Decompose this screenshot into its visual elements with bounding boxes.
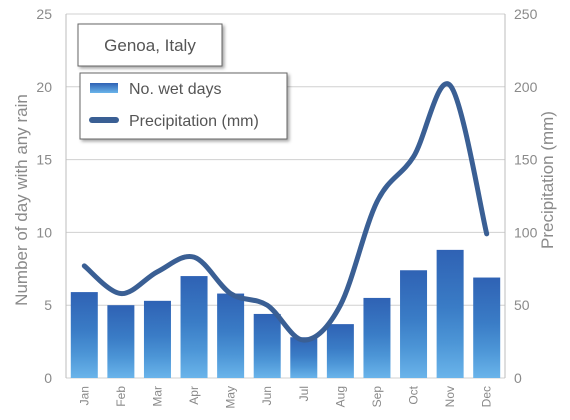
left-axis-ticks: 0 5 10 15 20 25: [36, 6, 52, 386]
x-tick-label: Apr: [187, 386, 201, 405]
legend-swatch-wet-days: [90, 83, 118, 93]
legend: No. wet days Precipitation (mm): [79, 72, 288, 140]
right-tick-label: 150: [514, 152, 538, 168]
bar-jan: [70, 292, 98, 378]
bar-apr: [180, 276, 208, 378]
x-tick-label: Mar: [150, 386, 164, 407]
bar-aug: [326, 324, 354, 378]
bar-mar: [143, 300, 171, 378]
x-tick-label: May: [224, 386, 238, 409]
bar-sep: [363, 297, 391, 378]
legend-label-precipitation: Precipitation (mm): [129, 113, 259, 130]
x-tick-label: Jul: [297, 386, 311, 401]
right-tick-label: 100: [514, 224, 538, 240]
x-tick-label: Jun: [260, 386, 274, 405]
x-tick-label: Nov: [443, 386, 457, 407]
left-tick-label: 20: [36, 79, 52, 95]
right-tick-label: 250: [514, 6, 538, 22]
x-tick-label: Aug: [333, 386, 347, 407]
precipitation-line: [81, 81, 490, 343]
wet-days-bars: [70, 249, 501, 378]
left-tick-label: 5: [44, 297, 52, 313]
left-axis-title: Number of day with any rain: [12, 94, 31, 306]
x-tick-label: Feb: [114, 386, 128, 407]
bar-jul: [290, 337, 318, 378]
bar-nov: [436, 249, 464, 378]
x-axis-ticks: Jan Feb Mar Apr May Jun Jul Aug Sep Oct Nov Dec: [77, 385, 493, 408]
legend-label-wet-days: No. wet days: [129, 81, 221, 98]
x-tick-label: Sep: [370, 386, 384, 408]
right-axis-ticks: 0 50 100 150 200 250: [514, 6, 538, 386]
chart-title-box: Genoa, Italy: [77, 23, 223, 67]
bar-oct: [400, 270, 428, 378]
left-tick-label: 15: [36, 152, 52, 168]
bar-dec: [473, 277, 501, 378]
left-tick-label: 0: [44, 370, 52, 386]
x-tick-label: Oct: [407, 385, 421, 404]
x-tick-label: Jan: [77, 386, 91, 405]
right-tick-label: 0: [514, 370, 522, 386]
x-tick-label: Dec: [480, 386, 494, 407]
bar-may: [217, 293, 245, 378]
right-axis-title: Precipitation (mm): [538, 111, 557, 249]
right-tick-label: 200: [514, 79, 538, 95]
chart-title: Genoa, Italy: [104, 36, 196, 55]
bar-jun: [253, 313, 281, 378]
left-tick-label: 25: [36, 6, 52, 22]
right-tick-label: 50: [514, 297, 530, 313]
left-tick-label: 10: [36, 224, 52, 240]
bar-feb: [107, 305, 135, 378]
